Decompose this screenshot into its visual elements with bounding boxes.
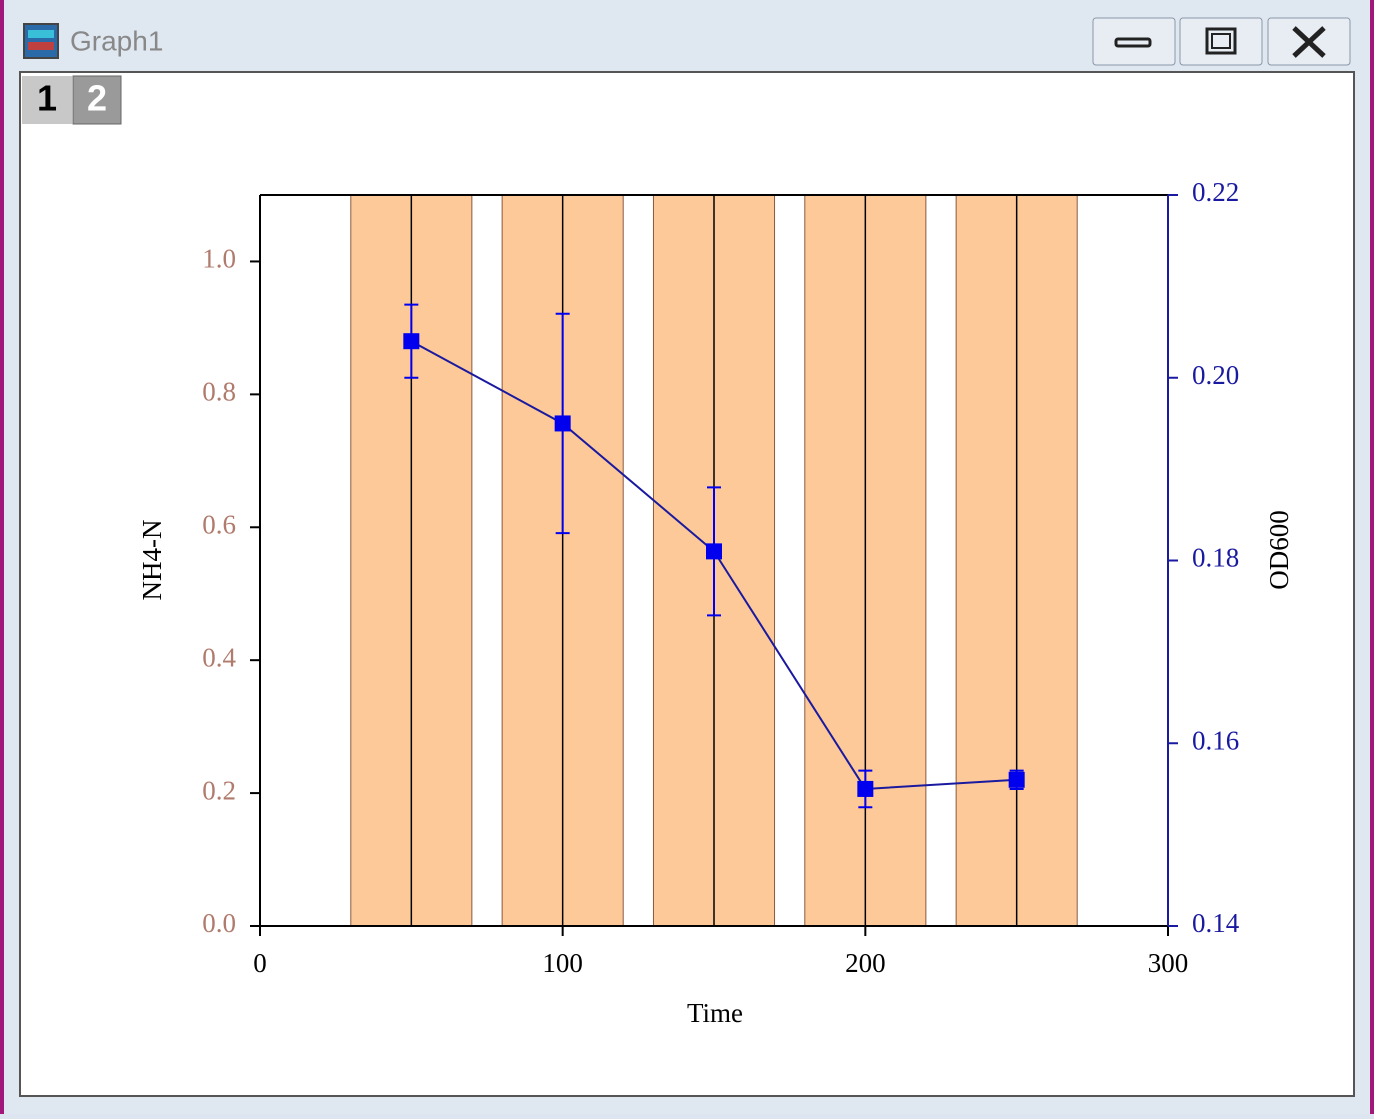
y2-axis-title: OD600: [1264, 510, 1294, 590]
layer-tab-label[interactable]: 2: [87, 78, 107, 119]
y-axis-title: NH4-N: [137, 520, 167, 601]
layer-tab-label[interactable]: 1: [37, 78, 57, 119]
layer-tab[interactable]: [72, 75, 122, 125]
y-tick-label: 0.2: [202, 775, 236, 805]
y2-tick-label: 0.18: [1192, 543, 1239, 573]
plot: 0 100 200 300 0.0 0.2 0.4 0.6 0.8 1.0 0.14 0.16 0.18…: [202, 177, 1240, 978]
window-border: [0, 0, 4, 1114]
marker: [706, 543, 722, 560]
y2-tick-label: 0.20: [1192, 360, 1239, 390]
window-title: Graph1: [70, 25, 163, 56]
marker: [857, 780, 874, 797]
x-tick-label: 200: [845, 948, 886, 978]
x-axis-title: Time: [687, 998, 743, 1028]
app-icon: [23, 23, 59, 59]
y-tick-label: 0.0: [202, 908, 236, 938]
minimize-button[interactable]: [1092, 17, 1176, 66]
marker: [1008, 771, 1025, 788]
marker: [554, 415, 571, 432]
y2-tick-label: 0.14: [1192, 908, 1240, 938]
y2-tick-label: 0.16: [1192, 725, 1239, 755]
x-tick-label: 100: [542, 948, 583, 978]
y2-tick-label: 0.22: [1192, 177, 1239, 207]
y-tick-label: 0.8: [202, 377, 236, 407]
layer-tab[interactable]: [22, 76, 72, 124]
plot-frame: [259, 194, 1168, 927]
maximize-button[interactable]: [1179, 17, 1263, 66]
marker: [403, 333, 420, 350]
y-tick-label: 1.0: [202, 244, 236, 274]
close-button[interactable]: [1267, 17, 1351, 66]
window-border: [1370, 0, 1374, 1114]
x-tick-label: 0: [253, 948, 267, 978]
y-tick-label: 0.4: [202, 642, 236, 672]
y-tick-label: 0.6: [202, 509, 236, 539]
x-tick-label: 300: [1148, 948, 1189, 978]
